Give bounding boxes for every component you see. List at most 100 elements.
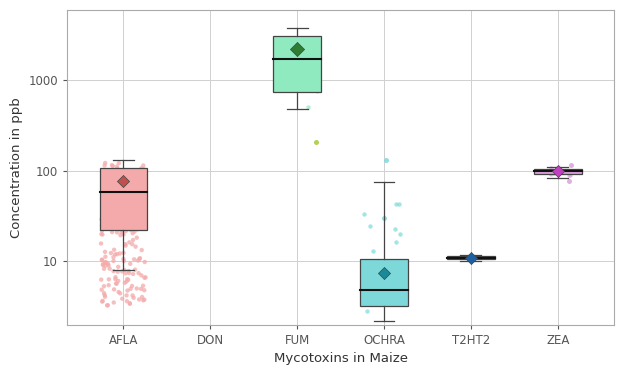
Point [100, 222, 110, 228]
Point [99, 283, 109, 289]
Point [129, 295, 139, 301]
Point [112, 230, 122, 236]
Point [112, 164, 122, 170]
Point [382, 279, 392, 285]
Point [126, 227, 136, 233]
Point [132, 197, 142, 203]
Point [139, 166, 149, 172]
Point [120, 280, 130, 286]
Point [399, 289, 409, 295]
Point [123, 277, 133, 283]
Point [122, 298, 132, 304]
Point [119, 267, 129, 273]
Point [119, 178, 129, 184]
Point [122, 279, 132, 285]
Point [117, 227, 127, 233]
Point [104, 262, 114, 268]
Point [107, 189, 117, 195]
Point [100, 292, 110, 298]
Point [121, 228, 131, 234]
Point [111, 280, 121, 286]
Point [106, 250, 116, 256]
Point [125, 300, 135, 306]
Point [125, 224, 135, 230]
Point [122, 292, 132, 298]
Point [109, 247, 119, 253]
Point [112, 280, 122, 286]
Point [112, 165, 122, 171]
Point [96, 277, 106, 283]
Point [132, 213, 142, 219]
Point [127, 292, 137, 298]
Point [117, 268, 127, 274]
Point [97, 287, 107, 293]
FancyBboxPatch shape [360, 260, 408, 306]
FancyBboxPatch shape [99, 168, 147, 230]
Point [108, 225, 118, 231]
Point [137, 167, 147, 173]
Point [130, 267, 140, 273]
Point [546, 171, 556, 177]
Point [100, 294, 110, 300]
Point [114, 205, 124, 211]
Point [139, 297, 149, 303]
Point [97, 231, 107, 237]
Point [394, 231, 404, 237]
Point [100, 169, 110, 175]
Point [97, 211, 107, 217]
Point [140, 274, 150, 280]
Point [128, 237, 138, 243]
Point [368, 266, 378, 272]
Point [102, 302, 112, 308]
Point [99, 266, 109, 272]
Point [139, 162, 149, 168]
Point [122, 191, 132, 197]
Point [565, 172, 575, 178]
Point [359, 211, 369, 217]
Point [107, 229, 117, 235]
Point [101, 260, 111, 266]
Point [100, 259, 110, 265]
Point [109, 300, 119, 306]
Point [113, 264, 123, 270]
Point [303, 104, 313, 110]
Point [128, 230, 138, 236]
Point [134, 256, 144, 262]
Point [103, 302, 113, 308]
Point [120, 243, 130, 249]
Point [134, 184, 144, 190]
Point [120, 168, 130, 174]
Point [125, 261, 135, 267]
Point [391, 239, 401, 245]
Point [553, 168, 563, 174]
Point [110, 207, 120, 213]
Point [137, 247, 147, 253]
Point [110, 251, 120, 257]
Point [124, 198, 134, 204]
Point [127, 191, 137, 197]
Point [113, 269, 123, 275]
Point [135, 255, 145, 261]
Point [133, 258, 143, 264]
Point [134, 270, 144, 276]
Point [127, 176, 137, 182]
Point [139, 210, 149, 216]
Point [125, 217, 135, 223]
Y-axis label: Concentration in ppb: Concentration in ppb [10, 97, 22, 238]
Point [114, 160, 124, 166]
Point [140, 275, 150, 281]
Point [103, 261, 113, 267]
Point [564, 172, 574, 178]
Point [119, 256, 129, 262]
Point [127, 241, 137, 247]
Point [138, 283, 148, 289]
Point [312, 88, 322, 94]
Point [100, 249, 110, 255]
Point [390, 226, 400, 232]
Point [300, 66, 310, 72]
Point [105, 167, 115, 173]
Point [125, 182, 135, 188]
Point [97, 257, 107, 263]
Point [135, 211, 145, 217]
Point [109, 258, 119, 264]
